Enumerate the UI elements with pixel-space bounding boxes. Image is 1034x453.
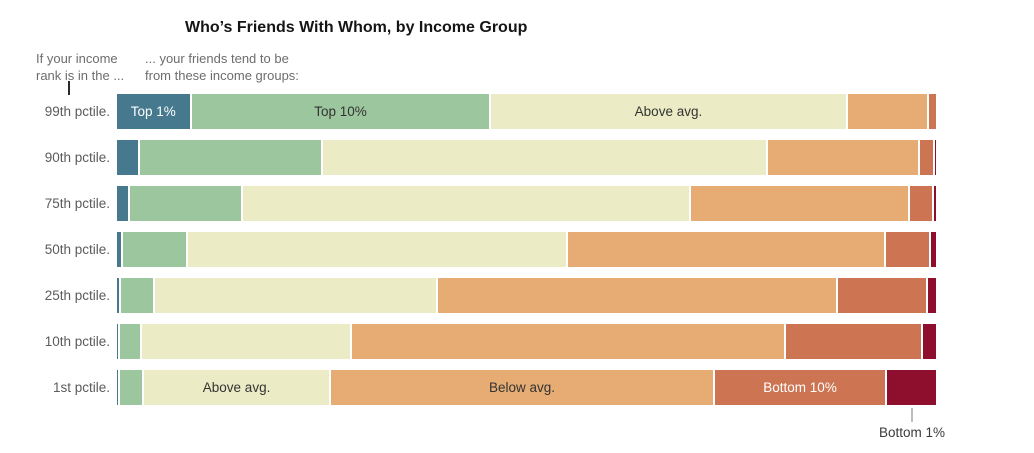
segment-above-avg [322,140,767,175]
bar-row: 75th pctile. [0,186,936,221]
segment-top-10pct [123,232,186,267]
segment-bottom-1pct [922,324,936,359]
bar-row: 1st pctile. Above avg. Below avg. Bottom 10… [0,370,936,405]
segment-label: Above avg. [202,380,271,395]
segment-top-1pct [117,186,128,221]
segment-below-avg [437,278,837,313]
bar-row: 25th pctile. [0,278,937,313]
bar-row: 90th pctile. [0,140,936,175]
bar-row: 99th pctile. Top 1% Top 10% Above avg. [0,94,936,129]
chart-title: Who’s Friends With Whom, by Income Group [185,19,528,36]
segment-bottom-10pct [919,140,933,175]
segment-above-avg [187,232,566,267]
segment-top-1pct: Top 1% [117,94,190,129]
segment-below-avg [847,94,928,129]
segment-top-1pct [117,324,119,359]
segment-above-avg [243,186,690,221]
bar-row: 10th pctile. [0,324,936,359]
bottom-1pct-callout-label: Bottom 1% [878,425,946,440]
segment-above-avg [141,324,351,359]
segment-top-10pct: Top 10% [191,94,490,129]
segment-bottom-10pct [838,278,926,313]
segment-label: Below avg. [488,380,555,395]
bottom-1pct-callout-line [911,408,913,422]
segment-top-1pct [117,140,139,175]
row-label: 90th pctile. [44,150,110,165]
stacked-bar [117,232,936,267]
segment-below-avg [352,324,785,359]
row-axis-tick [68,81,70,95]
income-rank-axis-label: If your income rank is in the ... [36,50,124,84]
segment-top-10pct [140,140,321,175]
segment-below-avg [768,140,918,175]
row-label: 25th pctile. [44,288,110,303]
income-rank-axis-label-line1: If your income [36,51,118,66]
row-label: 1st pctile. [52,380,110,395]
friend-groups-axis-label-line2: from these income groups: [145,68,299,83]
segment-top-10pct [120,278,154,313]
income-rank-axis-label-line2: rank is in the ... [36,68,125,83]
segment-label: Bottom 10% [763,380,837,395]
segment-below-avg: Below avg. [330,370,714,405]
stacked-bar [117,140,936,175]
stacked-bar [117,324,936,359]
row-label: 99th pctile. [44,104,110,119]
stacked-bar-rows: 99th pctile. Top 1% Top 10% Above avg. 90th … [0,94,937,416]
segment-above-avg [155,278,436,313]
segment-bottom-1pct [933,186,936,221]
row-label: 50th pctile. [44,242,110,257]
segment-bottom-10pct: Bottom 10% [715,370,885,405]
row-label: 10th pctile. [44,334,110,349]
segment-top-1pct [117,370,119,405]
friend-groups-axis-label: ... your friends tend to be from these i… [145,50,299,84]
segment-label: Top 1% [130,104,176,119]
stacked-bar: Above avg. Below avg. Bottom 10% [117,370,936,405]
stacked-bar: Top 1% Top 10% Above avg. [117,94,936,129]
friend-groups-axis-label-line1: ... your friends tend to be [145,51,289,66]
segment-bottom-10pct [885,232,930,267]
segment-bottom-1pct [887,370,936,405]
segment-below-avg [567,232,884,267]
segment-above-avg: Above avg. [144,370,329,405]
segment-bottom-1pct [931,232,936,267]
segment-top-1pct [117,232,122,267]
segment-label: Above avg. [634,104,703,119]
stacked-bar [117,186,936,221]
segment-below-avg [691,186,908,221]
segment-top-10pct [129,186,242,221]
stacked-bar [117,278,937,313]
row-label: 75th pctile. [44,196,110,211]
segment-bottom-10pct [909,186,932,221]
segment-top-1pct [117,278,119,313]
segment-above-avg: Above avg. [491,94,846,129]
segment-bottom-10pct [929,94,936,129]
segment-bottom-1pct [927,278,937,313]
segment-top-10pct [120,324,140,359]
bar-row: 50th pctile. [0,232,936,267]
segment-bottom-1pct [934,140,936,175]
segment-top-10pct [120,370,143,405]
segment-bottom-10pct [786,324,921,359]
segment-label: Top 10% [314,104,367,119]
